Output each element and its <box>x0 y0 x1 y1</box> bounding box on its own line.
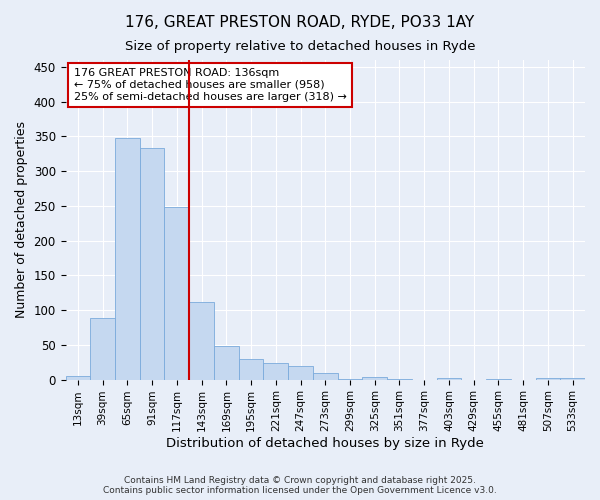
Bar <box>65 376 90 380</box>
Bar <box>338 379 362 380</box>
Bar <box>189 302 214 380</box>
Text: Size of property relative to detached houses in Ryde: Size of property relative to detached ho… <box>125 40 475 53</box>
Bar <box>437 378 461 380</box>
Y-axis label: Number of detached properties: Number of detached properties <box>15 122 28 318</box>
Bar <box>90 318 115 380</box>
Text: Contains HM Land Registry data © Crown copyright and database right 2025.
Contai: Contains HM Land Registry data © Crown c… <box>103 476 497 495</box>
Bar <box>288 366 313 380</box>
Bar <box>536 378 560 380</box>
Bar <box>239 359 263 380</box>
Bar <box>164 208 189 380</box>
Bar <box>214 346 239 380</box>
Bar <box>263 363 288 380</box>
Text: 176, GREAT PRESTON ROAD, RYDE, PO33 1AY: 176, GREAT PRESTON ROAD, RYDE, PO33 1AY <box>125 15 475 30</box>
X-axis label: Distribution of detached houses by size in Ryde: Distribution of detached houses by size … <box>166 437 484 450</box>
Bar <box>560 378 585 380</box>
Bar <box>313 374 338 380</box>
Bar <box>140 148 164 380</box>
Text: 176 GREAT PRESTON ROAD: 136sqm
← 75% of detached houses are smaller (958)
25% of: 176 GREAT PRESTON ROAD: 136sqm ← 75% of … <box>74 68 347 102</box>
Bar <box>486 379 511 380</box>
Bar <box>115 138 140 380</box>
Bar <box>362 377 387 380</box>
Bar <box>387 379 412 380</box>
